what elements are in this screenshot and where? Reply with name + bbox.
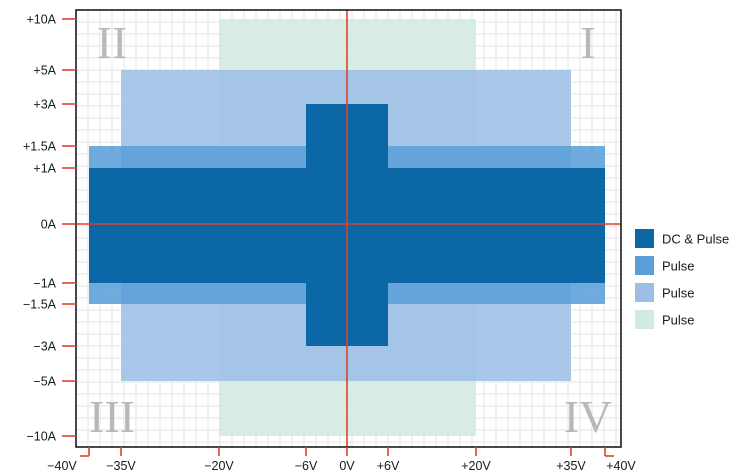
y-tick-label: +1.5A [23,140,57,154]
x-tick-label: −6V [295,459,318,473]
quadrant-label-iv: IV [564,391,613,442]
quadrant-label-i: I [580,17,595,68]
quadrant-label-iii: III [89,391,135,442]
x-tick-label: −20V [204,459,234,473]
x-tick-label: +35V [556,459,586,473]
plot-frame [75,9,622,448]
y-tick-label: −5A [33,375,56,389]
x-tick-label: 0V [339,459,355,473]
legend-swatch [635,256,654,275]
y-tick-label: −10A [26,430,56,444]
tick-marks: +10A +5A +3A +1.5A +1A 0A −1A −1.5A −3A −5A −10A −4… [23,13,636,474]
x-tick-label: +6V [377,459,400,473]
quadrant-label-ii: II [97,17,128,68]
legend: DC & Pulse Pulse Pulse Pulse [635,229,729,329]
legend-label: Pulse [662,286,695,301]
y-tick-label: −3A [33,340,56,354]
y-tick-label: −1.5A [23,298,57,312]
legend-label: Pulse [662,313,695,328]
x-tick-label: +20V [461,459,491,473]
zero-axes [76,10,621,447]
legend-swatch [635,229,654,248]
y-tick-label: +5A [33,64,56,78]
y-tick-label: +3A [33,98,56,112]
legend-swatch [635,283,654,302]
legend-label: DC & Pulse [662,232,729,247]
legend-label: Pulse [662,259,695,274]
y-tick-label: 0A [41,218,57,232]
legend-swatch [635,310,654,329]
y-tick-label: +1A [33,162,56,176]
x-tick-label: −35V [106,459,136,473]
y-tick-label: +10A [26,13,56,27]
x-tick-label: +40V [606,459,636,473]
y-tick-label: −1A [33,277,56,291]
x-tick-label: −40V [47,459,77,473]
